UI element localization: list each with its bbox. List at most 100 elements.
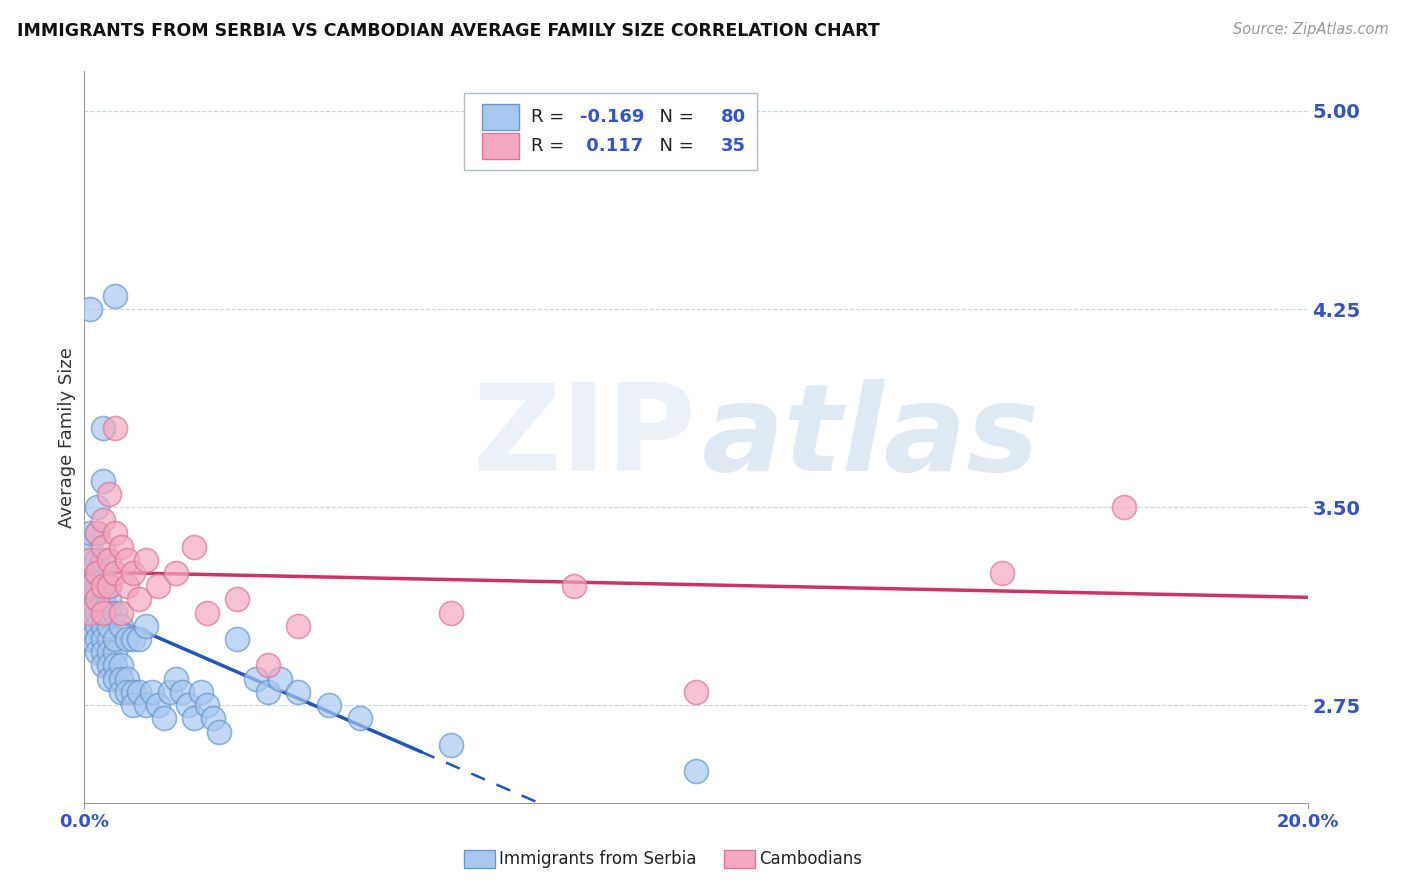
Point: [128, 685, 150, 699]
Point: [79, 579, 101, 593]
Point: [91, 566, 114, 580]
Point: [86, 606, 108, 620]
Point: [128, 592, 150, 607]
Text: atlas: atlas: [702, 378, 1040, 496]
Point: [104, 526, 127, 541]
Point: [91, 592, 114, 607]
FancyBboxPatch shape: [482, 103, 519, 130]
Text: R =: R =: [531, 108, 569, 126]
Point: [97, 658, 120, 673]
Point: [104, 672, 127, 686]
Point: [165, 672, 187, 686]
Point: [97, 579, 120, 593]
Point: [177, 698, 200, 712]
Point: [115, 672, 138, 686]
Point: [115, 553, 138, 567]
Point: [122, 685, 145, 699]
Point: [86, 526, 108, 541]
Point: [122, 566, 145, 580]
Point: [104, 606, 127, 620]
Point: [257, 685, 280, 699]
Point: [97, 592, 120, 607]
Point: [97, 619, 120, 633]
Text: 0.117: 0.117: [579, 137, 643, 155]
Point: [122, 698, 145, 712]
Point: [208, 724, 231, 739]
Point: [122, 632, 145, 646]
Point: [183, 711, 205, 725]
Point: [110, 658, 132, 673]
Point: [110, 540, 132, 554]
Point: [91, 619, 114, 633]
Point: [91, 553, 114, 567]
Point: [97, 645, 120, 659]
Point: [1114, 500, 1136, 514]
Point: [115, 579, 138, 593]
Point: [172, 685, 194, 699]
Point: [79, 566, 101, 580]
Point: [79, 632, 101, 646]
Point: [86, 526, 108, 541]
Point: [135, 553, 157, 567]
Point: [91, 606, 114, 620]
Point: [104, 289, 127, 303]
Point: [86, 645, 108, 659]
Point: [97, 606, 120, 620]
Point: [245, 672, 267, 686]
Y-axis label: Average Family Size: Average Family Size: [58, 347, 76, 527]
Point: [79, 526, 101, 541]
Point: [97, 487, 120, 501]
FancyBboxPatch shape: [464, 94, 758, 170]
Point: [104, 645, 127, 659]
Text: 80: 80: [720, 108, 745, 126]
Text: Cambodians: Cambodians: [759, 850, 862, 868]
Text: R =: R =: [531, 137, 569, 155]
Point: [110, 619, 132, 633]
Point: [79, 606, 101, 620]
Point: [115, 632, 138, 646]
Point: [91, 540, 114, 554]
Point: [287, 685, 309, 699]
Point: [91, 632, 114, 646]
Point: [79, 553, 101, 567]
Point: [146, 698, 169, 712]
Point: [146, 579, 169, 593]
Point: [86, 500, 108, 514]
Point: [91, 579, 114, 593]
Point: [104, 632, 127, 646]
Point: [135, 698, 157, 712]
Point: [97, 553, 120, 567]
Point: [86, 632, 108, 646]
Point: [79, 301, 101, 316]
Point: [440, 738, 463, 752]
Text: Source: ZipAtlas.com: Source: ZipAtlas.com: [1233, 22, 1389, 37]
Point: [110, 685, 132, 699]
Point: [318, 698, 340, 712]
Point: [115, 685, 138, 699]
FancyBboxPatch shape: [464, 850, 495, 868]
Point: [562, 579, 585, 593]
Point: [91, 474, 114, 488]
Point: [79, 606, 101, 620]
Point: [97, 579, 120, 593]
Point: [991, 566, 1014, 580]
Point: [86, 579, 108, 593]
Point: [195, 606, 218, 620]
Point: [226, 592, 249, 607]
Point: [79, 553, 101, 567]
Point: [110, 672, 132, 686]
Point: [86, 566, 108, 580]
Point: [190, 685, 212, 699]
Point: [104, 566, 127, 580]
Text: -0.169: -0.169: [579, 108, 644, 126]
Point: [79, 619, 101, 633]
Point: [159, 685, 181, 699]
Point: [165, 566, 187, 580]
Point: [91, 421, 114, 435]
Point: [79, 592, 101, 607]
Text: ZIP: ZIP: [472, 378, 696, 496]
Point: [135, 619, 157, 633]
Point: [104, 658, 127, 673]
Point: [91, 658, 114, 673]
Point: [86, 566, 108, 580]
